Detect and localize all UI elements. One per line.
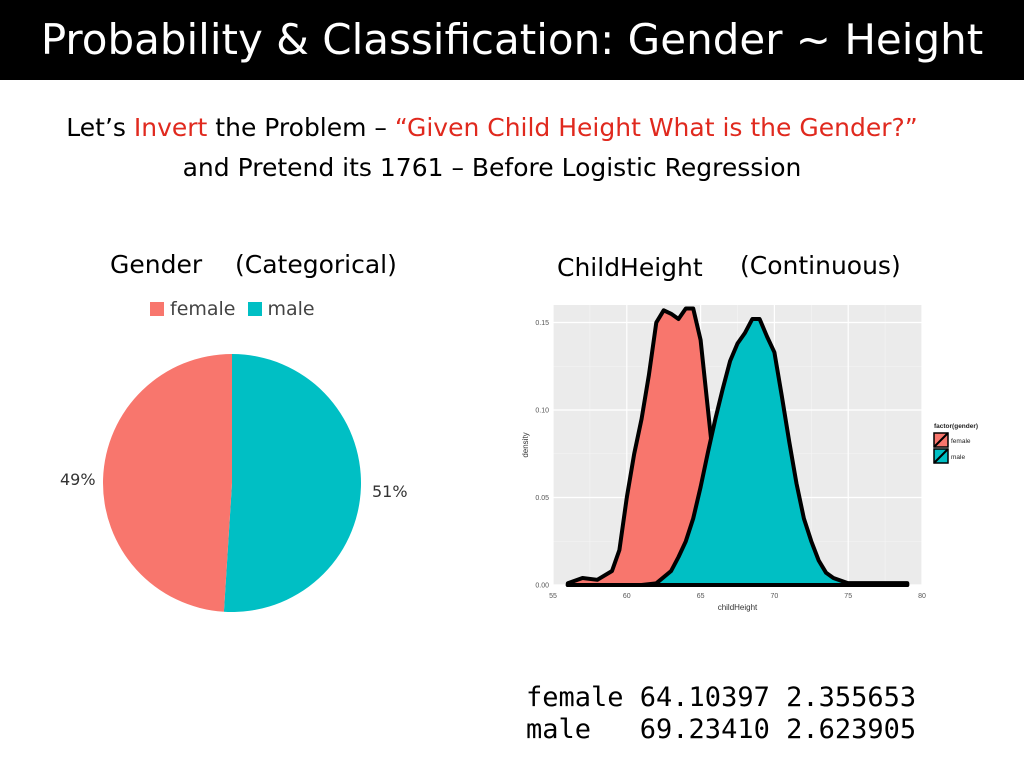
density-area-male xyxy=(565,317,910,587)
legend-label-female: female xyxy=(951,438,971,445)
density-title-childheight: ChildHeight xyxy=(557,253,703,282)
pie-legend-item-female: female xyxy=(150,298,236,320)
pie-slice-male xyxy=(223,354,361,612)
x-tick-label: 60 xyxy=(623,593,631,600)
pie-title-gender: Gender xyxy=(110,250,203,279)
pie-data-label-male: 51% xyxy=(372,482,408,501)
x-tick-label: 65 xyxy=(697,593,705,600)
legend-label-male: male xyxy=(951,454,965,461)
y-tick-label: 0.15 xyxy=(535,320,549,327)
stats-row-male: male 69.23410 2.623905 xyxy=(526,714,917,745)
pie-title-categorical: (Categorical) xyxy=(235,250,397,279)
y-axis-label: density xyxy=(521,432,530,457)
y-tick-label: 0.10 xyxy=(535,408,549,415)
pie-slice-female xyxy=(102,354,232,612)
x-tick-label: 70 xyxy=(771,593,779,600)
stats-row-female: female 64.10397 2.355653 xyxy=(526,682,917,713)
pie-legend-swatch-male xyxy=(247,302,262,316)
density-legend: factor(gender) female male xyxy=(933,423,978,464)
page-title: Probability & Classification: Gender ~ H… xyxy=(40,15,984,64)
subtitle-text-a: Let’s xyxy=(66,113,134,142)
pie-legend-label-female: female xyxy=(170,298,236,320)
density-title-continuous: (Continuous) xyxy=(740,251,901,280)
subtitle-line-1: Let’s Invert the Problem – “Given Child … xyxy=(0,112,984,144)
y-tick-label: 0.00 xyxy=(535,583,549,590)
x-tick-label: 75 xyxy=(844,593,852,600)
pie-legend: female male xyxy=(150,298,327,320)
legend-title: factor(gender) xyxy=(934,423,978,430)
x-tick-label: 80 xyxy=(918,593,926,600)
density-chart: 55 60 65 70 75 80 0.00 0.05 0.10 0.15 childHeight d… xyxy=(521,305,978,612)
pie-legend-item-male: male xyxy=(247,298,315,320)
pie-data-label-female: 49% xyxy=(60,470,96,489)
pie-legend-label-male: male xyxy=(267,298,315,320)
pie-chart xyxy=(102,354,361,612)
stats-table: female 64.10397 2.355653 male 69.23410 2.… xyxy=(526,682,916,746)
x-tick-label: 55 xyxy=(549,593,557,600)
x-axis-label: childHeight xyxy=(718,603,758,612)
subtitle-invert: Invert xyxy=(133,113,208,142)
title-bar: Probability & Classification: Gender ~ H… xyxy=(0,0,1024,80)
legend-key-slash xyxy=(933,432,949,448)
y-tick-label: 0.05 xyxy=(535,495,549,502)
subtitle-text-c: the Problem – xyxy=(207,113,395,142)
legend-key-slash xyxy=(933,448,949,464)
subtitle-question: “Given Child Height What is the Gender?” xyxy=(394,113,918,142)
pie-legend-swatch-female xyxy=(150,302,164,316)
subtitle-line-2: and Pretend its 1761 – Before Logistic R… xyxy=(182,153,802,182)
